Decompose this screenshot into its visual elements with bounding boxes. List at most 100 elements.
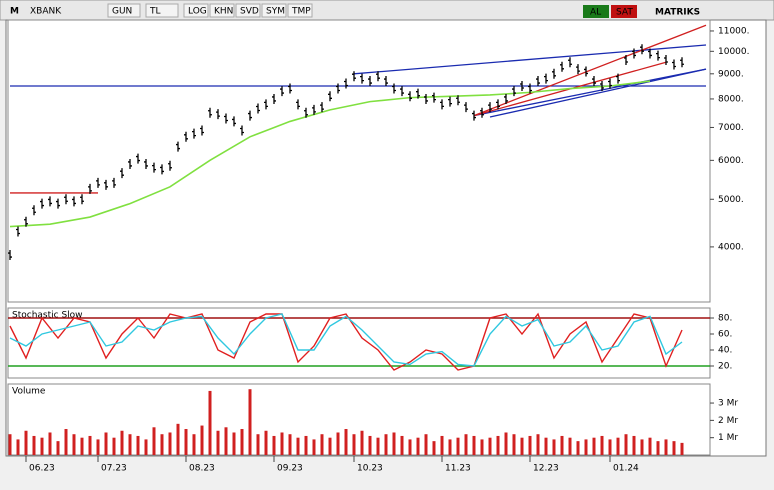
- price-bar: [40, 198, 44, 209]
- price-bar: [440, 99, 444, 110]
- buy-bg: [583, 5, 609, 18]
- price-bar: [312, 104, 316, 115]
- y-tick-label: 60.: [718, 330, 732, 340]
- stochastic-line: [9, 313, 683, 367]
- volume-bar: [336, 432, 340, 455]
- volume-bar: [528, 435, 532, 455]
- price-bar: [496, 99, 500, 110]
- y-tick-label: 6000.: [718, 156, 744, 166]
- price-bar: [576, 64, 580, 75]
- volume-bar: [240, 429, 244, 455]
- price-bar: [280, 86, 284, 97]
- sell-button[interactable]: SAT: [616, 8, 633, 18]
- symbol[interactable]: XBANK: [30, 7, 62, 17]
- price-bar: [128, 158, 132, 169]
- volume-bar: [544, 437, 548, 455]
- price-bar: [608, 78, 612, 89]
- price-bar: [80, 194, 84, 205]
- volume-bar: [656, 441, 660, 455]
- price-bar: [240, 125, 244, 136]
- volume-bar: [376, 437, 380, 455]
- logo: M: [10, 7, 19, 17]
- toolbar-button[interactable]: LOG: [188, 7, 207, 17]
- toolbar-button[interactable]: SYM: [266, 7, 285, 17]
- volume-bar: [128, 434, 132, 455]
- volume-bar: [264, 430, 268, 455]
- volume-bar: [640, 439, 644, 455]
- volume-bar: [520, 437, 524, 455]
- volume-bar: [496, 435, 500, 455]
- x-tick-label: 06.23: [29, 464, 55, 474]
- price-bar: [504, 93, 508, 104]
- volume-bar: [136, 435, 140, 455]
- price-bar: [352, 71, 356, 82]
- price-bar: [472, 110, 476, 121]
- y-tick-label: 1 Mr: [718, 433, 738, 443]
- toolbar-button[interactable]: GUN: [112, 7, 132, 17]
- volume-bar: [224, 427, 228, 455]
- price-bar: [384, 76, 388, 87]
- volume-bar: [608, 439, 612, 455]
- volume-bar: [328, 437, 332, 455]
- volume-bar: [200, 425, 204, 455]
- volume-bar: [176, 423, 180, 455]
- volume-bar: [664, 439, 668, 455]
- toolbar-button[interactable]: TL: [149, 7, 161, 17]
- panel: [7, 19, 711, 303]
- volume-bar: [472, 435, 476, 455]
- volume-bar: [552, 439, 556, 455]
- volume-bar: [248, 389, 252, 455]
- price-bar: [624, 55, 628, 66]
- price-bar: [592, 76, 596, 87]
- price-bar: [264, 99, 268, 110]
- price-bar: [320, 102, 324, 113]
- price-bar: [456, 95, 460, 106]
- price-bar: [680, 57, 684, 68]
- price-bar: [568, 57, 572, 68]
- price-bar: [512, 86, 516, 97]
- y-tick-label: 7000.: [718, 123, 744, 133]
- y-tick-label: 11000.: [718, 26, 750, 36]
- volume-bar: [632, 435, 636, 455]
- volume-bar: [320, 434, 324, 455]
- toolbar-button[interactable]: TMP: [291, 7, 311, 17]
- trend-line: [353, 44, 707, 75]
- price-bar: [376, 71, 380, 82]
- price-bar: [584, 66, 588, 77]
- price-bar: [160, 164, 164, 175]
- buy-button[interactable]: AL: [590, 8, 601, 18]
- price-bar: [104, 179, 108, 190]
- price-bar: [448, 96, 452, 107]
- price-bar: [72, 196, 76, 207]
- volume-bar: [448, 439, 452, 455]
- price-bar: [480, 107, 484, 118]
- price-bar: [256, 103, 260, 114]
- volume-bar: [488, 437, 492, 455]
- price-bar: [168, 160, 172, 171]
- volume-bar: [120, 430, 124, 455]
- price-bar: [152, 162, 156, 173]
- toolbar-button-bg: [261, 3, 287, 18]
- volume-bar: [360, 430, 364, 455]
- x-tick-label: 09.23: [277, 464, 303, 474]
- price-bar: [200, 125, 204, 136]
- price-bar: [88, 183, 92, 194]
- price-bar: [672, 59, 676, 70]
- volume-bar: [272, 435, 276, 455]
- toolbar-button[interactable]: SVD: [240, 7, 259, 17]
- panel-title: Stochastic Slow: [12, 311, 83, 321]
- volume-bar: [368, 435, 372, 455]
- toolbar-button[interactable]: KHN: [214, 7, 233, 17]
- volume-bar: [384, 434, 388, 455]
- price-bar: [560, 61, 564, 72]
- volume-bar: [80, 437, 84, 455]
- volume-bar: [24, 430, 28, 455]
- volume-bar: [104, 432, 108, 455]
- price-bar: [216, 109, 220, 120]
- x-tick-label: 11.23: [445, 464, 471, 474]
- price-bar: [64, 194, 68, 205]
- toolbar-button-bg: [209, 3, 235, 18]
- volume-bar: [280, 432, 284, 455]
- price-bar: [360, 73, 364, 84]
- volume-bar: [96, 439, 100, 455]
